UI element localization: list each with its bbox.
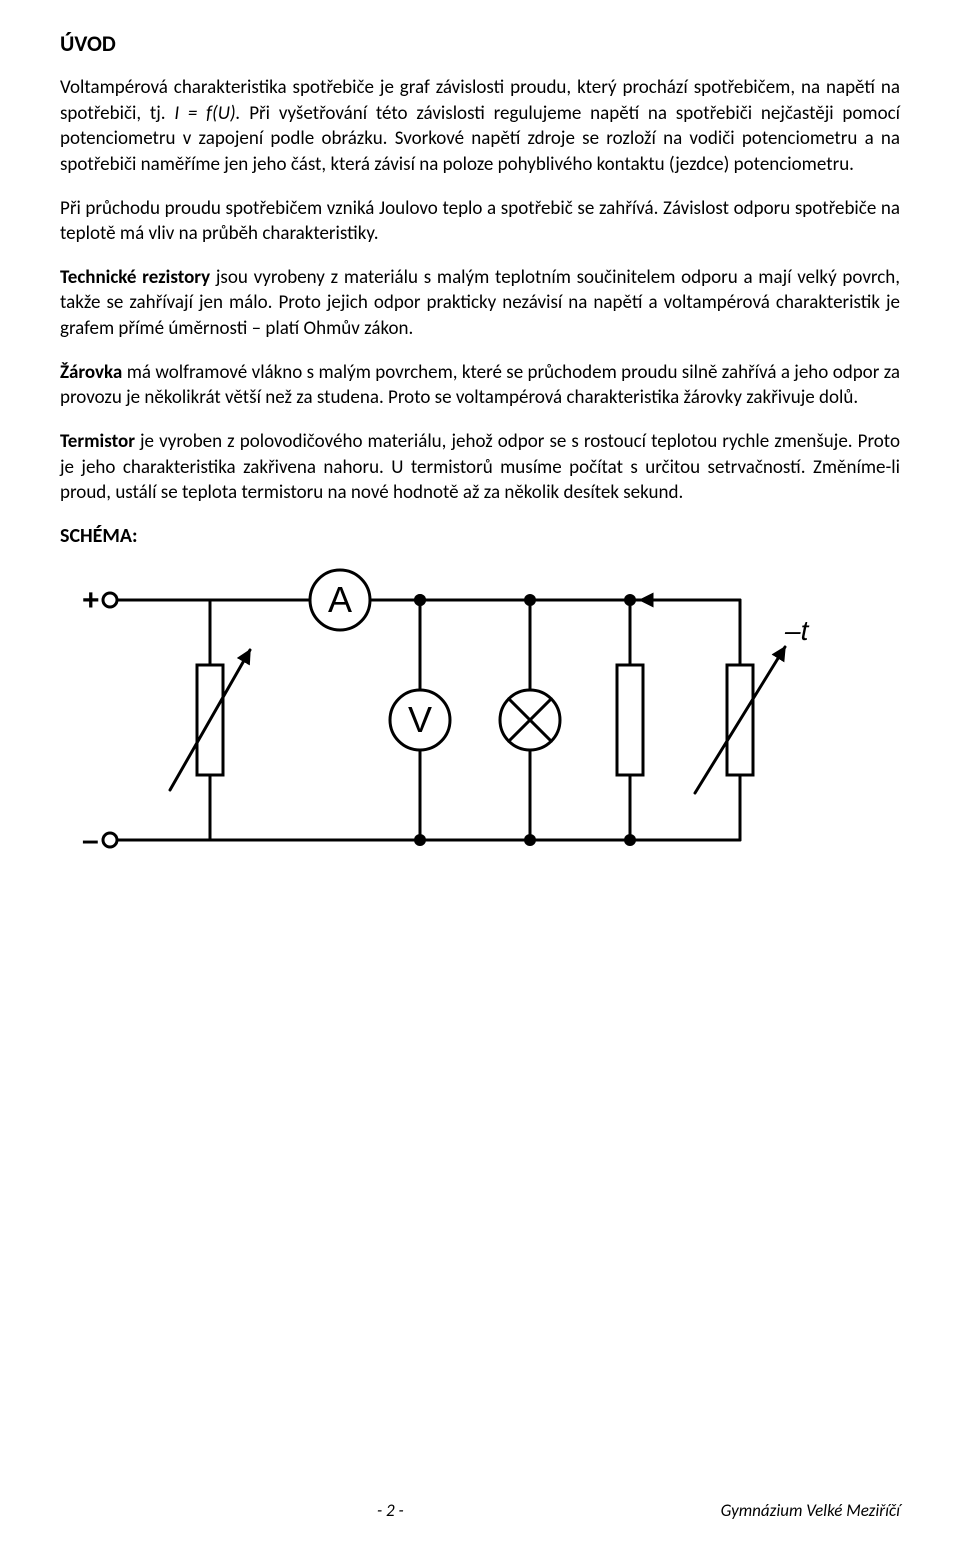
svg-text:–: – [82,824,99,857]
page-footer: - 2 - Gymnázium Velké Meziříčí [60,1500,900,1521]
p4-lead: Žárovka [60,361,122,384]
p5-lead: Termistor [60,430,135,453]
svg-text:–t: –t [784,615,810,646]
p3-lead: Technické rezistory [60,266,210,289]
paragraph-thermistor: Termistor je vyroben z polovodičového ma… [60,429,900,506]
paragraph-bulb: Žárovka má wolframové vlákno s malým pov… [60,360,900,411]
paragraph-joule: Při průchodu proudu spotřebičem vzniká J… [60,196,900,247]
p1-equation: I = f(U). [174,102,240,125]
svg-text:+: + [82,584,100,617]
title-uvod: ÚVOD [60,30,900,57]
schematic-svg: + – A V –t [70,560,830,880]
paragraph-resistors: Technické rezistory jsou vyrobeny z mate… [60,265,900,342]
footer-page-number: - 2 - [377,1500,404,1521]
footer-organization: Gymnázium Velké Meziříčí [721,1500,900,1521]
paragraph-intro: Voltampérová charakteristika spotřebiče … [60,75,900,178]
svg-text:A: A [328,579,352,620]
schema-label: SCHÉMA: [60,524,900,548]
svg-text:V: V [408,699,432,740]
document-page: ÚVOD Voltampérová charakteristika spotře… [0,0,960,1549]
p5-body: je vyroben z polovodičového materiálu, j… [60,430,900,504]
circuit-schematic: + – A V –t [70,560,900,885]
p4-body: má wolframové vlákno s malým povrchem, k… [60,361,900,410]
